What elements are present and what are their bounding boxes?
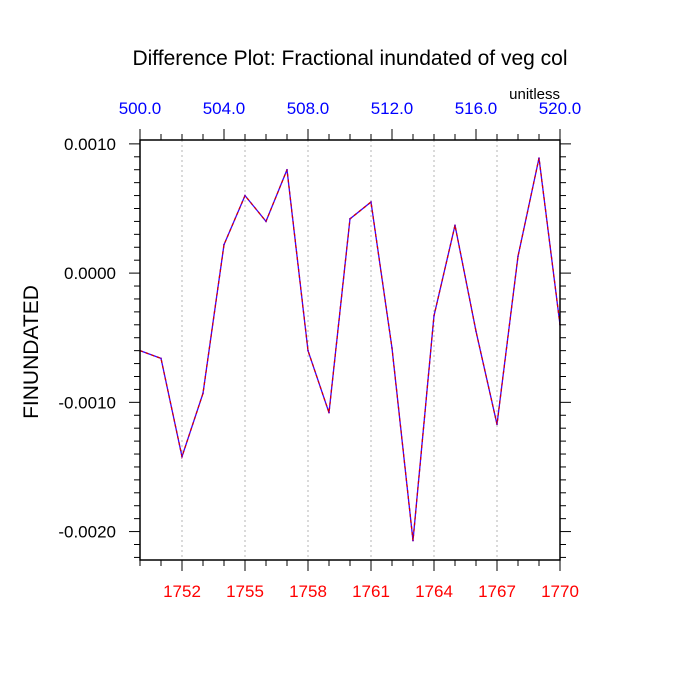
data-point xyxy=(160,357,162,360)
tick-labels: 1752 1755 1758 1761 1764 1767 1770 500.0 504.0 50… xyxy=(58,99,581,601)
data-point xyxy=(223,243,225,246)
axis-ticks xyxy=(129,129,571,571)
data-point xyxy=(412,539,414,542)
bottom-tick-label: 1761 xyxy=(352,582,390,601)
data-point xyxy=(307,349,309,352)
series-line-group xyxy=(139,157,561,542)
data-point xyxy=(496,423,498,426)
bottom-tick-label: 1752 xyxy=(163,582,201,601)
data-point xyxy=(181,455,183,458)
data-point xyxy=(538,157,540,159)
bottom-tick-label: 1758 xyxy=(289,582,327,601)
data-point xyxy=(349,217,351,220)
data-point xyxy=(433,314,435,317)
y-tick-label: 0.0010 xyxy=(64,135,116,154)
y-tick-label: -0.0010 xyxy=(58,393,116,412)
data-point xyxy=(454,224,456,227)
y-tick-label: 0.0000 xyxy=(64,264,116,283)
data-point xyxy=(370,201,372,203)
bottom-tick-label: 1755 xyxy=(226,582,264,601)
data-point xyxy=(286,168,288,171)
top-tick-label: 500.0 xyxy=(119,99,162,118)
top-tick-label: 504.0 xyxy=(203,99,246,118)
data-point xyxy=(328,411,330,414)
vertical-grid-lines xyxy=(181,140,498,560)
data-point xyxy=(475,330,477,333)
data-point xyxy=(202,392,204,395)
data-point xyxy=(517,255,519,258)
bottom-tick-label: 1764 xyxy=(415,582,453,601)
top-tick-label: 508.0 xyxy=(287,99,330,118)
y-tick-label: -0.0020 xyxy=(58,523,116,542)
y-axis-label: FINUNDATED xyxy=(20,285,43,419)
data-point xyxy=(265,220,267,223)
chart-title: Difference Plot: Fractional inundated of… xyxy=(132,47,567,70)
data-point xyxy=(244,194,246,197)
top-tick-label: 516.0 xyxy=(455,99,498,118)
data-point xyxy=(391,347,393,349)
top-tick-label: 520.0 xyxy=(539,99,582,118)
bottom-tick-label: 1767 xyxy=(478,582,516,601)
top-tick-label: 512.0 xyxy=(371,99,414,118)
top-axis-units: unitless xyxy=(509,86,560,103)
bottom-tick-label: 1770 xyxy=(541,582,579,601)
